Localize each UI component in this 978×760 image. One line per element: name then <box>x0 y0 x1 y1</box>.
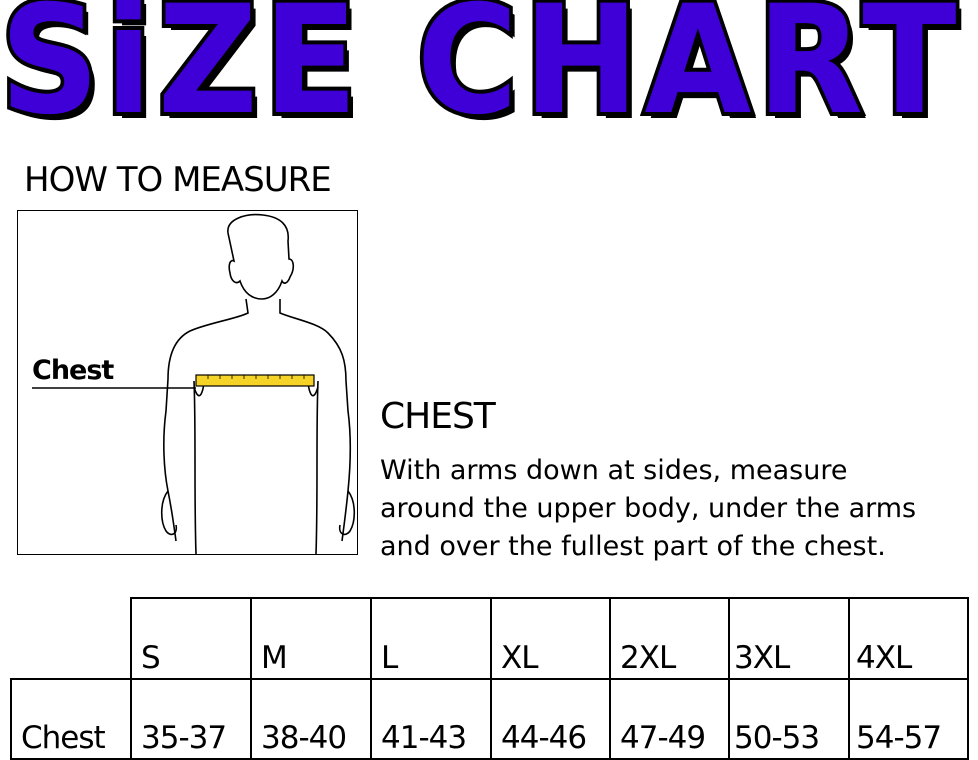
value-cell: 50-53 <box>728 678 850 760</box>
chest-value: 50-53 <box>734 720 820 756</box>
man-outline-illustration <box>32 213 356 554</box>
instruction-line: and over the fullest part of the chest. <box>380 531 886 562</box>
instruction-line: around the upper body, under the arms <box>380 493 917 524</box>
size-label: 3XL <box>734 640 790 676</box>
chest-value: 35-37 <box>141 720 227 756</box>
row-label: Chest <box>21 720 106 756</box>
size-header-cell: L <box>370 597 492 680</box>
size-header-cell: M <box>250 597 372 680</box>
size-header-cell: 2XL <box>609 597 730 680</box>
size-header-cell: 3XL <box>728 597 850 680</box>
chest-value: 38-40 <box>261 720 347 756</box>
chest-instructions-text: With arms down at sides, measure around … <box>380 452 978 566</box>
value-cell: 47-49 <box>609 678 730 760</box>
value-cell: 41-43 <box>370 678 492 760</box>
size-label: XL <box>501 640 539 676</box>
size-label: 4XL <box>856 640 912 676</box>
value-cell: 35-37 <box>130 678 252 760</box>
measurement-figure: Chest <box>17 210 358 555</box>
value-cell: 54-57 <box>848 678 969 760</box>
measuring-tape <box>195 374 315 387</box>
size-label: M <box>261 640 288 676</box>
size-header-cell: S <box>130 597 252 680</box>
chest-value: 54-57 <box>856 720 942 756</box>
row-label-cell: Chest <box>10 678 132 760</box>
size-header-cell: 4XL <box>848 597 969 680</box>
size-chart-title: SiZE CHART <box>0 0 963 148</box>
chest-value: 41-43 <box>381 720 467 756</box>
size-label: L <box>381 640 398 676</box>
size-label: S <box>141 640 161 676</box>
chest-figure-label: Chest <box>32 355 114 386</box>
size-header-cell: XL <box>490 597 611 680</box>
chest-value: 47-49 <box>620 720 706 756</box>
chest-instructions-heading: CHEST <box>380 396 496 437</box>
value-cell: 44-46 <box>490 678 611 760</box>
size-label: 2XL <box>620 640 676 676</box>
value-cell: 38-40 <box>250 678 372 760</box>
chest-value: 44-46 <box>501 720 587 756</box>
instruction-line: With arms down at sides, measure <box>380 455 848 486</box>
how-to-measure-heading: HOW TO MEASURE <box>24 160 332 200</box>
